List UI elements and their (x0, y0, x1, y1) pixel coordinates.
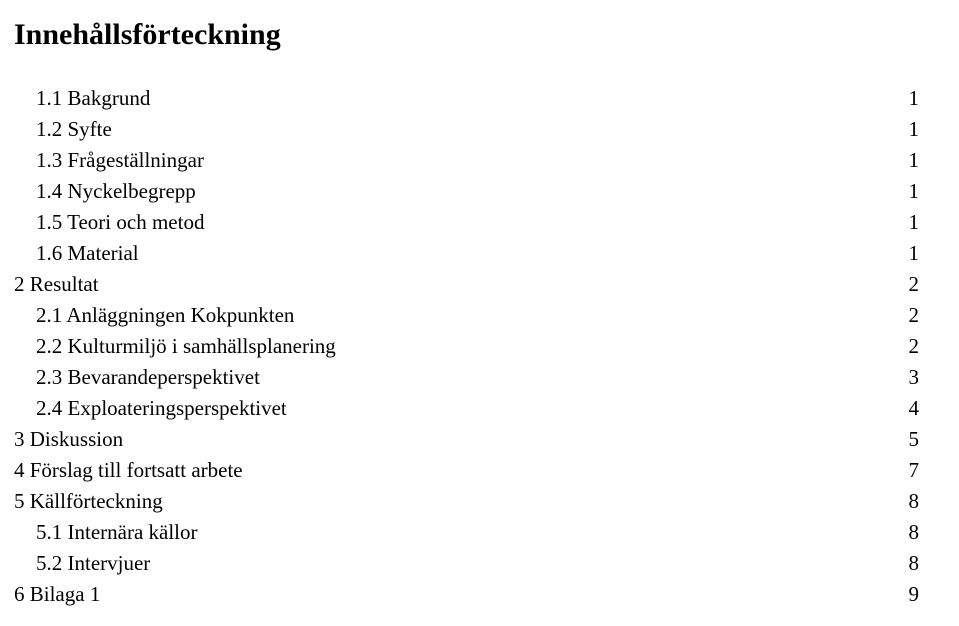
toc-row: 2.2 Kulturmiljö i samhällsplanering 2 (14, 336, 919, 357)
toc-row: 2.3 Bevarandeperspektivet 3 (14, 367, 919, 388)
toc-entry-page: 8 (909, 491, 920, 512)
toc-entry-label: 4 Förslag till fortsatt arbete (14, 460, 243, 481)
document-page: Innehållsförteckning 1.1 Bakgrund11.2 Sy… (0, 0, 959, 605)
toc-row: 5 Källförteckning 8 (14, 491, 919, 512)
toc-entry-label: 2.2 Kulturmiljö i samhällsplanering (36, 336, 336, 357)
toc-entry-page: 5 (909, 429, 920, 450)
toc-entry-page: 4 (909, 398, 920, 419)
toc-entry-label: 5.1 Internära källor (36, 522, 198, 543)
toc-entry-page: 1 (909, 243, 920, 264)
toc-entry-label: 1.6 Material (36, 243, 139, 264)
toc-row: 2 Resultat 2 (14, 274, 919, 295)
table-of-contents: 1.1 Bakgrund11.2 Syfte11.3 Frågeställnin… (14, 88, 919, 605)
toc-row: 1.4 Nyckelbegrepp 1 (14, 181, 919, 202)
toc-row: 1.2 Syfte 1 (14, 119, 919, 140)
toc-entry-label: 2 Resultat (14, 274, 99, 295)
toc-entry-page: 1 (909, 119, 920, 140)
toc-entry-label: 2.1 Anläggningen Kokpunkten (36, 305, 294, 326)
toc-entry-page: 9 (909, 584, 920, 605)
toc-row: 1.3 Frågeställningar 1 (14, 150, 919, 171)
toc-entry-page: 8 (909, 553, 920, 574)
toc-row: 3 Diskussion 5 (14, 429, 919, 450)
toc-entry-page: 2 (909, 274, 920, 295)
toc-entry-label: 3 Diskussion (14, 429, 123, 450)
toc-row: 1.6 Material 1 (14, 243, 919, 264)
toc-row: 5.1 Internära källor 8 (14, 522, 919, 543)
toc-entry-page: 1 (909, 150, 920, 171)
toc-entry-page: 7 (909, 460, 920, 481)
toc-row: 5.2 Intervjuer 8 (14, 553, 919, 574)
toc-row: 6 Bilaga 1 9 (14, 584, 919, 605)
toc-entry-page: 1 (909, 181, 920, 202)
toc-entry-label: 1.3 Frågeställningar (36, 150, 204, 171)
toc-row: 1.5 Teori och metod 1 (14, 212, 919, 233)
toc-entry-label: 1.4 Nyckelbegrepp (36, 181, 196, 202)
toc-entry-page: 1 (909, 212, 920, 233)
toc-entry-label: 5 Källförteckning (14, 491, 163, 512)
toc-entry-label: 2.4 Exploateringsperspektivet (36, 398, 287, 419)
toc-entry-page: 2 (909, 305, 920, 326)
toc-entry-label: 1.1 Bakgrund (36, 88, 150, 109)
toc-entry-label: 5.2 Intervjuer (36, 553, 150, 574)
toc-row: 2.1 Anläggningen Kokpunkten 2 (14, 305, 919, 326)
toc-entry-page: 8 (909, 522, 920, 543)
toc-entry-page: 1 (909, 88, 920, 109)
toc-entry-label: 6 Bilaga 1 (14, 584, 100, 605)
toc-entry-label: 1.2 Syfte (36, 119, 112, 140)
toc-entry-page: 2 (909, 336, 920, 357)
toc-entry-label: 1.5 Teori och metod (36, 212, 204, 233)
toc-row: 1.1 Bakgrund 1 (14, 88, 919, 109)
toc-row: 2.4 Exploateringsperspektivet 4 (14, 398, 919, 419)
toc-entry-label: 2.3 Bevarandeperspektivet (36, 367, 260, 388)
toc-entry-page: 3 (909, 367, 920, 388)
page-title: Innehållsförteckning (14, 18, 919, 52)
toc-row: 4 Förslag till fortsatt arbete 7 (14, 460, 919, 481)
